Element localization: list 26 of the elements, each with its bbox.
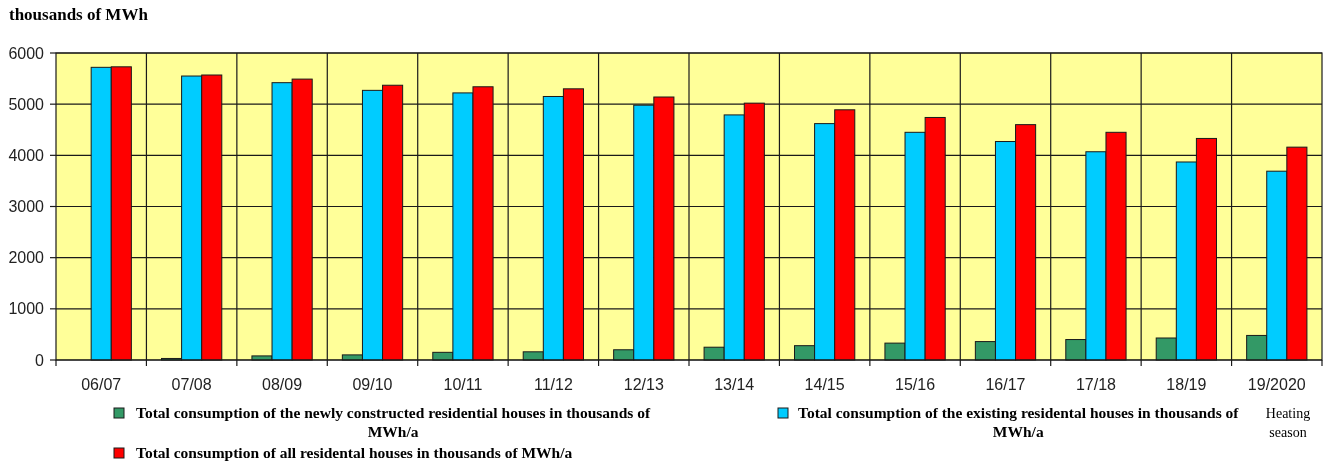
- y-tick-label: 5000: [8, 95, 45, 113]
- legend-label: Total consumption of all residental houses in thousands of MWh/a: [136, 444, 573, 461]
- y-tick-label: 0: [35, 351, 45, 369]
- x-tick-label: 07/08: [171, 376, 212, 393]
- x-axis-title: Heating season: [1265, 406, 1311, 440]
- x-tick-label: 19/2020: [1247, 376, 1306, 393]
- x-tick-label: 12/13: [623, 376, 664, 393]
- x-tick-label: 13/14: [714, 376, 755, 393]
- x-tick-label: 08/09: [262, 376, 303, 393]
- x-tick-label: 06/07: [81, 376, 122, 393]
- x-tick-label: 18/19: [1166, 376, 1207, 393]
- x-tick-label: 14/15: [804, 376, 845, 393]
- x-tick-label: 11/12: [533, 376, 573, 393]
- x-tick-label: 09/10: [352, 376, 393, 393]
- y-tick-label: 1000: [8, 300, 45, 318]
- legend-label: Total consumption of the newly constructed residential houses in thousands of MWh/a: [135, 404, 651, 440]
- legend-label: Total consumption of the existing residental houses in thousands of MWh/a: [798, 404, 1240, 440]
- y-tick-label: 6000: [8, 44, 45, 62]
- y-tick-label: 4000: [8, 146, 45, 164]
- x-tick-label: 16/17: [985, 376, 1026, 393]
- y-tick-label: 2000: [8, 249, 45, 267]
- x-tick-label: 17/18: [1075, 376, 1117, 393]
- y-tick-label: 3000: [8, 198, 45, 216]
- y-axis-title: thousands of MWh: [9, 5, 149, 24]
- x-tick-label: 15/16: [895, 376, 936, 393]
- x-tick-label: 10/11: [443, 376, 483, 393]
